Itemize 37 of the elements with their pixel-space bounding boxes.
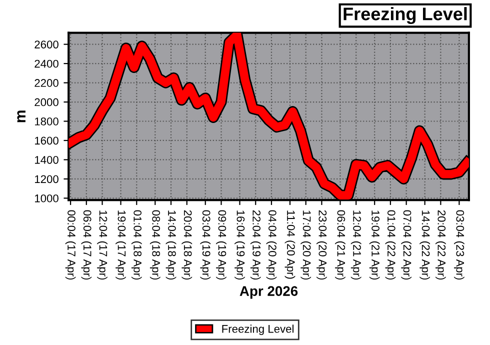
x-tick-label: 01:04 (22 Apr) [385, 210, 396, 280]
y-tick-label: 1200 [35, 175, 58, 184]
y-axis-title: m [17, 110, 26, 122]
y-tick-label: 1600 [35, 136, 58, 145]
x-tick-label: 03:04 (19 Apr) [200, 210, 211, 280]
x-tick-label: 06:04 (17 Apr) [81, 210, 92, 280]
x-tick-label: 14:04 (18 Apr) [166, 210, 176, 280]
x-tick-label: 22:04 (19 Apr) [250, 210, 261, 280]
x-tick-label: 01:04 (18 Apr) [131, 210, 142, 280]
x-tick-label: 00:04 (17 Apr) [65, 210, 76, 280]
x-tick-label: 20:04 (18 Apr) [182, 210, 192, 280]
x-tick-label: 07:04 (22 Apr) [401, 210, 412, 280]
x-tick-label: 19:04 (17 Apr) [116, 210, 126, 280]
x-tick-label: 03:04 (23 Apr) [454, 210, 464, 280]
x-tick-label: 04:04 (20 Apr) [266, 210, 277, 280]
y-tick-label: 2400 [34, 60, 58, 68]
x-tick-label: 12:04 (17 Apr) [97, 210, 108, 280]
y-tick-label: 1800 [35, 118, 58, 126]
x-tick-label: 12:04 (21 Apr) [350, 210, 362, 280]
x-tick-label: 06:04 (21 Apr) [335, 210, 346, 280]
x-tick-label: 14:04 (22 Apr) [420, 210, 430, 280]
y-tick-label: 2600 [34, 40, 58, 48]
x-tick-label: 16:04 (19 Apr) [234, 210, 245, 280]
y-tick-label: 1400 [35, 156, 58, 164]
x-tick-label: 23:04 (20 Apr) [316, 210, 327, 280]
x-tick-label: 19:04 (21 Apr) [369, 210, 380, 280]
x-tick-label: 20:04 (22 Apr) [436, 210, 446, 280]
y-tick-label: 2000 [34, 98, 58, 106]
x-tick-label: 08:04 (18 Apr) [150, 210, 160, 280]
x-axis-title: Apr 2026 [240, 286, 298, 299]
y-tick-label: 2200 [34, 79, 58, 87]
legend-label: Freezing Level [222, 324, 294, 335]
y-tick-label: 1000 [35, 194, 58, 202]
chart-title: Freezing Level [344, 7, 467, 24]
x-tick-label: 17:04 (20 Apr) [300, 210, 312, 280]
x-tick-label: 11:04 (20 Apr) [284, 210, 296, 279]
x-tick-label: 09:04 (19 Apr) [216, 210, 226, 280]
